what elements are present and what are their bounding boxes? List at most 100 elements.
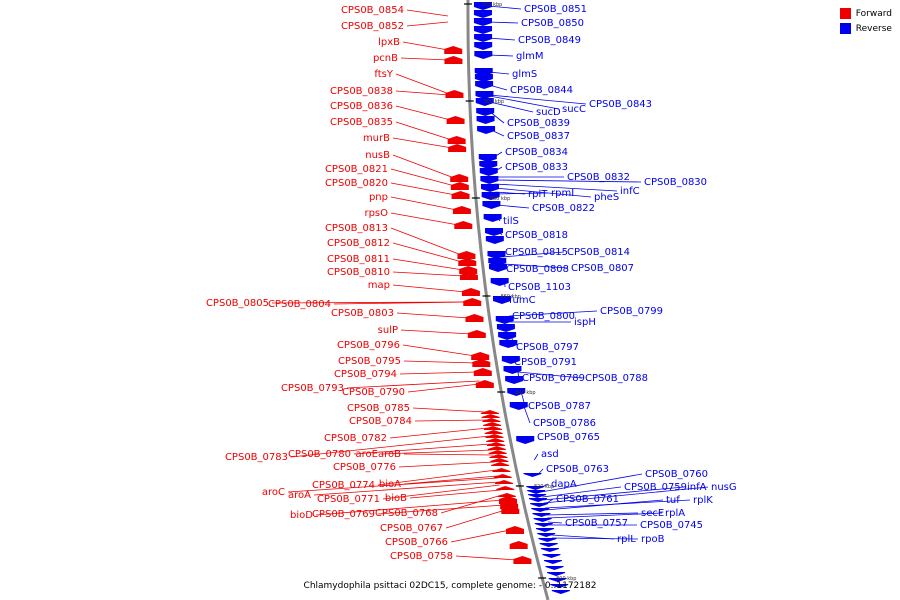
forward-gene-arrow <box>494 480 513 484</box>
reverse-gene-arrow <box>526 486 545 490</box>
forward-gene-label: CPS0B_0852 <box>341 21 404 32</box>
forward-gene-label: CPS0B_0805 <box>206 298 269 309</box>
forward-gene-arrow <box>472 359 491 367</box>
forward-gene-arrow <box>487 442 506 446</box>
forward-gene-arrow <box>444 46 463 54</box>
reverse-gene-label: glmM <box>516 51 544 62</box>
reverse-gene-label: CPS0B_0757 <box>565 518 628 529</box>
forward-gene-arrow <box>485 434 504 438</box>
reverse-swatch-icon <box>839 23 851 34</box>
reverse-connector-line <box>496 204 530 209</box>
reverse-gene-arrow <box>543 560 562 564</box>
forward-gene-arrow <box>471 352 490 360</box>
forward-gene-arrow <box>501 506 520 514</box>
reverse-gene-label: CPS0B_0850 <box>521 18 584 29</box>
forward-gene-label: CPS0B_0812 <box>327 238 390 249</box>
forward-gene-arrow <box>499 496 517 504</box>
reverse-connector-line <box>548 521 563 524</box>
forward-gene-label: CPS0B_0758 <box>390 551 453 562</box>
reverse-gene-arrow <box>503 366 522 374</box>
forward-gene-arrow <box>467 330 486 338</box>
forward-connector-line <box>399 371 478 375</box>
forward-connector-line <box>395 105 451 121</box>
reverse-gene-label: CPS0B_0839 <box>507 118 570 129</box>
forward-connector-line <box>353 443 492 455</box>
forward-gene-arrow <box>461 288 480 296</box>
reverse-gene-arrow <box>495 316 514 324</box>
forward-gene-label: CPS0B_0796 <box>337 340 400 351</box>
reverse-gene-arrow <box>505 376 524 384</box>
forward-gene-arrow <box>489 454 508 458</box>
reverse-gene-arrow <box>476 116 495 124</box>
forward-gene-label: pnp <box>369 192 388 203</box>
reverse-gene-label: rplK <box>693 495 713 506</box>
reverse-gene-arrow <box>485 228 504 236</box>
forward-gene-arrow <box>491 462 510 466</box>
forward-gene-arrow <box>451 191 470 199</box>
reverse-connector-line <box>523 405 531 424</box>
legend-item-reverse: Reverse <box>839 23 892 34</box>
legend-label-forward: Forward <box>855 8 892 19</box>
forward-connector-line <box>450 529 511 543</box>
reverse-gene-arrow <box>539 543 558 547</box>
forward-gene-arrow <box>450 174 469 182</box>
forward-gene-arrow <box>492 468 511 472</box>
forward-connector-line <box>390 212 459 226</box>
reverse-gene-label: CPS0B_0818 <box>505 230 568 241</box>
reverse-gene-label: CPS0B_0761 <box>556 494 619 505</box>
forward-gene-label: CPS0B_0771 <box>317 494 380 505</box>
reverse-gene-arrow <box>534 523 553 527</box>
reverse-gene-arrow <box>538 538 557 542</box>
forward-gene-label: CPS0B_0790 <box>342 387 405 398</box>
forward-gene-arrow <box>482 418 501 422</box>
reverse-gene-arrow <box>482 201 501 209</box>
strand-legend: Forward Reverse <box>839 8 892 38</box>
reverse-gene-label: CPS0B_0833 <box>505 162 568 173</box>
forward-gene-label: CPS0B_0794 <box>334 369 397 380</box>
forward-gene-arrow <box>457 251 476 259</box>
reverse-gene-arrow <box>548 578 567 582</box>
reverse-gene-label: CPS0B_0799 <box>600 306 663 317</box>
forward-gene-arrow <box>448 144 467 152</box>
forward-gene-label: CPS0B_0785 <box>347 403 410 414</box>
reverse-gene-arrow <box>480 184 499 192</box>
forward-connector-line <box>377 469 497 486</box>
reverse-gene-label: CPS0B_0789 <box>522 373 585 384</box>
forward-gene-arrow <box>513 556 532 564</box>
forward-gene-label: sulP <box>378 325 398 336</box>
forward-connector-line <box>377 504 505 515</box>
reverse-gene-arrow <box>474 51 493 59</box>
reverse-gene-arrow <box>474 34 493 42</box>
forward-gene-arrow <box>454 221 473 229</box>
forward-connector-line <box>392 154 455 179</box>
reverse-connector-line <box>517 371 583 379</box>
forward-connector-line <box>333 301 468 305</box>
forward-gene-label: CPS0B_0769 <box>312 509 375 520</box>
forward-connector-line <box>287 477 499 493</box>
reverse-gene-arrow <box>474 42 493 50</box>
reverse-gene-arrow <box>537 533 556 537</box>
reverse-gene-arrow <box>507 388 526 396</box>
forward-connector-line <box>395 73 450 95</box>
reverse-connector-line <box>541 473 643 493</box>
forward-gene-label: CPS0B_0795 <box>338 356 401 367</box>
forward-connector-line <box>406 9 449 17</box>
forward-connector-line <box>402 344 476 357</box>
forward-gene-label: aroB <box>378 449 401 460</box>
forward-gene-arrow <box>444 56 463 64</box>
forward-connector-line <box>455 555 518 561</box>
reverse-connector-line <box>489 94 587 105</box>
forward-gene-arrow <box>483 426 502 430</box>
reverse-gene-label: CPS0B_0800 <box>512 311 575 322</box>
forward-gene-label: CPS0B_0838 <box>330 86 393 97</box>
reverse-gene-label: dapA <box>551 479 577 490</box>
forward-gene-arrow <box>481 414 500 418</box>
genome-backbone <box>466 0 550 600</box>
forward-gene-label: CPS0B_0820 <box>325 178 388 189</box>
forward-gene-label: aroC <box>262 487 285 498</box>
reverse-connector-line <box>494 179 642 183</box>
forward-gene-arrow <box>459 272 478 280</box>
forward-connector-line <box>407 383 480 393</box>
reverse-gene-label: CPS0B_0765 <box>537 432 600 443</box>
